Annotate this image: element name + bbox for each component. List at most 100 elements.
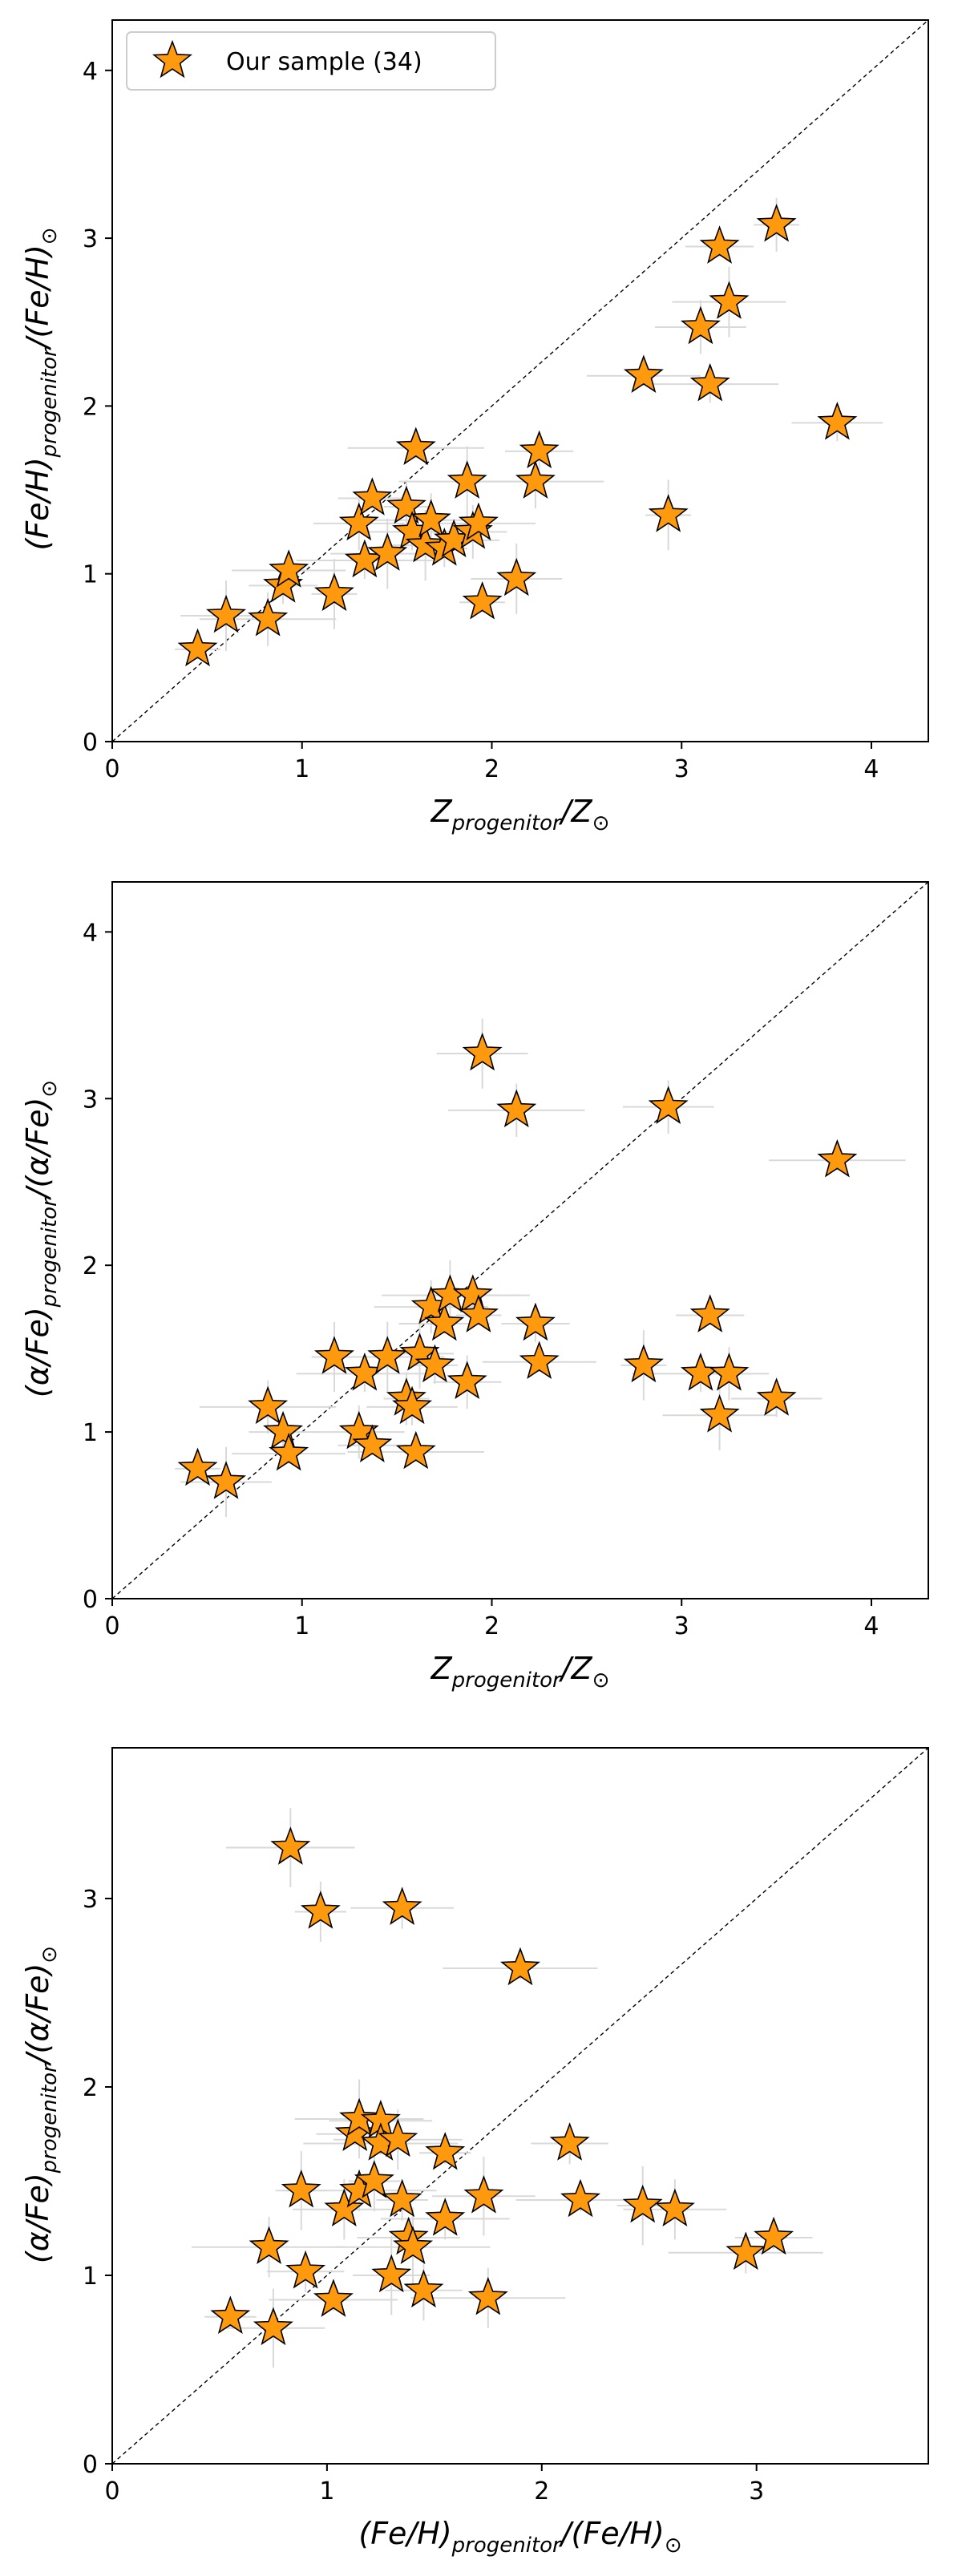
data-point-star [352, 477, 393, 516]
x-axis-label-tail: /Z [559, 1651, 593, 1686]
data-point-star [403, 2269, 444, 2308]
data-point-star [648, 494, 689, 532]
plot-frame [111, 1747, 929, 2465]
data-point-star [654, 2188, 695, 2227]
y-tick-label: 1 [83, 2263, 98, 2291]
data-point-star [754, 2216, 794, 2255]
data-point-star [354, 2160, 394, 2198]
x-tick-label: 3 [674, 1612, 689, 1640]
data-point-star [313, 1336, 354, 1374]
data-point-star [263, 1410, 304, 1450]
data-point-star [395, 427, 436, 465]
y-axis-label-tail-sub: ⊙ [38, 1946, 62, 1963]
data-point-star [281, 2169, 321, 2208]
y-tick-label: 4 [83, 919, 98, 947]
data-point-star [699, 1394, 740, 1433]
x-tick-label: 0 [104, 1612, 119, 1640]
data-point-star [269, 549, 309, 588]
data-point-star [339, 2097, 380, 2137]
data-point-star [425, 2131, 466, 2170]
data-point-star [414, 1344, 455, 1383]
data-point-star [560, 2178, 601, 2218]
one-to-one-line [111, 881, 929, 1599]
y-tick-label: 2 [83, 393, 98, 421]
data-point-star [496, 1089, 537, 1128]
data-point-star [519, 430, 560, 469]
data-point-star [324, 2188, 365, 2227]
data-point-star [622, 2184, 663, 2223]
y-tick-label: 3 [83, 1886, 98, 1914]
y-axis-label-main: (α/Fe) [20, 1307, 55, 1397]
x-tick-label: 3 [749, 2477, 764, 2505]
data-point-star [726, 2231, 766, 2271]
data-point-star [313, 572, 354, 612]
legend-label: Our sample (34) [226, 48, 422, 76]
y-tick-label: 0 [83, 2451, 98, 2479]
x-axis-label-tail-sub: ⊙ [665, 2534, 682, 2558]
data-point-star [338, 502, 379, 541]
x-tick-label: 2 [484, 1612, 499, 1640]
data-points [210, 1826, 794, 2346]
data-point-star [515, 460, 556, 499]
data-point-star [699, 225, 740, 264]
data-point-star [405, 524, 446, 563]
legend-star-icon [152, 39, 193, 79]
data-point-star [210, 2295, 251, 2334]
data-point-star [378, 2118, 418, 2157]
x-tick-label: 4 [863, 755, 879, 783]
legend-box [126, 31, 496, 91]
y-axis-label-tail-sub: ⊙ [38, 1080, 62, 1098]
data-point-star [371, 2254, 412, 2293]
y-tick-label: 3 [83, 225, 98, 253]
data-point-star [623, 354, 664, 393]
data-point-star [709, 281, 750, 319]
data-point-star [253, 2307, 293, 2346]
x-axis-label: Zprogenitor/Z⊙ [430, 1651, 610, 1692]
data-point-star [817, 402, 858, 440]
data-point-star [709, 1353, 750, 1391]
x-axis-label: (Fe/H)progenitor/(Fe/H)⊙ [358, 2516, 681, 2558]
x-tick-label: 0 [104, 2477, 119, 2505]
data-point-star [393, 2226, 434, 2265]
data-point-star [519, 1341, 560, 1380]
data-point-star [463, 2175, 504, 2214]
one-to-one-line [111, 1747, 929, 2465]
y-tick-label: 0 [83, 729, 98, 757]
x-axis-label-tail: /Z [559, 794, 593, 829]
data-point-star [367, 1336, 408, 1374]
data-point-star [382, 2178, 422, 2218]
data-point-star [689, 362, 730, 402]
data-point-star [352, 1424, 393, 1462]
y-tick-label: 1 [83, 1419, 98, 1447]
data-point-star [447, 460, 487, 499]
data-point-star [462, 580, 503, 620]
data-point-star [689, 1294, 730, 1332]
x-tick-label: 1 [294, 1612, 309, 1640]
error-bars [192, 1808, 823, 2368]
data-point-star [648, 1086, 689, 1124]
legend: Our sample (34) [126, 31, 496, 91]
x-axis-label-sub: progenitor [451, 811, 563, 835]
data-point-star [680, 305, 721, 345]
data-point-star [270, 1826, 311, 1865]
one-to-one-line [111, 19, 929, 742]
data-point-star [177, 1447, 218, 1486]
x-axis-label-main: (Fe/H) [358, 2516, 451, 2551]
x-axis-label-tail: /(Fe/H) [559, 2516, 665, 2551]
y-tick-label: 0 [83, 1586, 98, 1614]
data-point-star [756, 1377, 797, 1416]
x-axis-label-main: Z [430, 794, 453, 829]
data-point-star [248, 1385, 289, 1425]
plot-frame [111, 881, 929, 1599]
data-point-star [462, 1032, 503, 1071]
y-tick-label: 1 [83, 561, 98, 589]
x-tick-label: 1 [319, 2477, 334, 2505]
panel-1: 0 1 2 3 401234Zprogenitor/Z⊙(Fe/H)progenitor… [20, 19, 929, 835]
data-point-star [269, 1432, 309, 1471]
data-point-star [756, 204, 797, 242]
y-axis-label: (α/Fe)progenitor/(α/Fe)⊙ [20, 1946, 62, 2263]
x-axis-label: Zprogenitor/Z⊙ [430, 794, 610, 835]
data-point-star [285, 2250, 326, 2289]
y-axis-label-sub: progenitor [38, 1196, 62, 1308]
